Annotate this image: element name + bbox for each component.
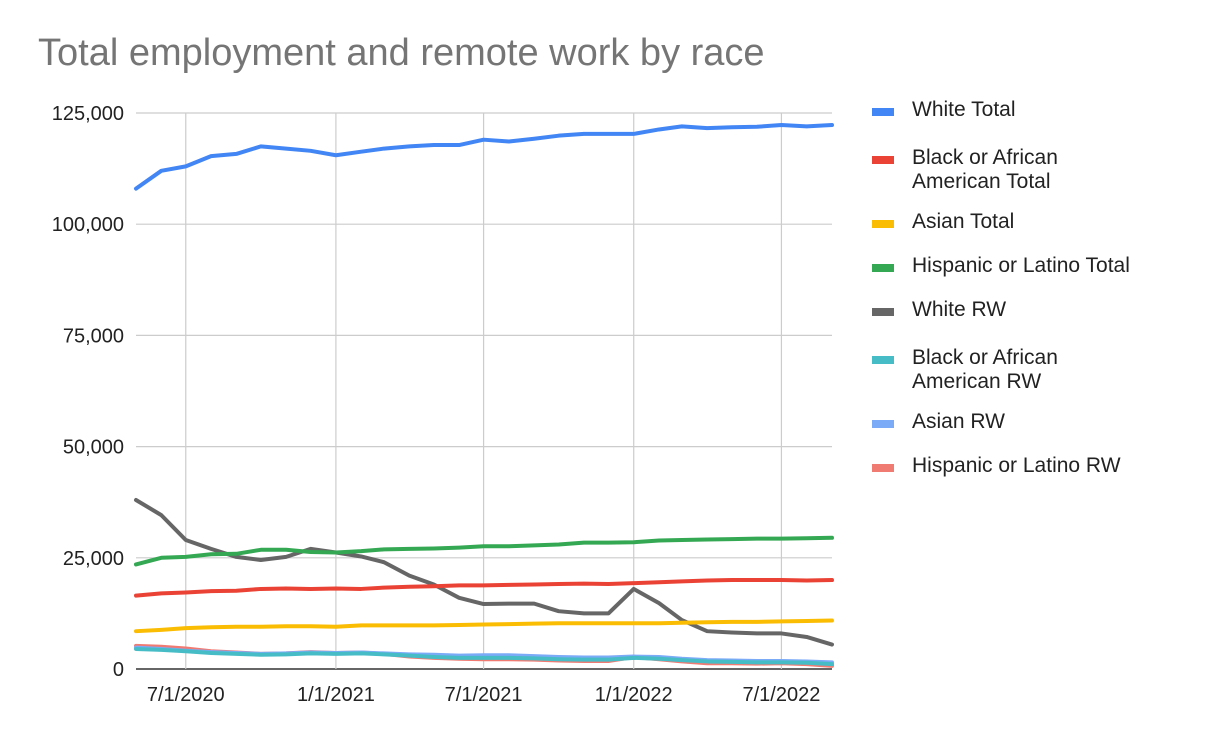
series-line-black-or-african-american-rw	[134, 646, 834, 667]
legend-label: Asian Total	[912, 210, 1015, 233]
x-tick-label: 7/1/2022	[742, 684, 820, 706]
legend-swatch	[872, 308, 894, 316]
y-tick-label: 0	[113, 659, 124, 681]
series-line-white-rw	[134, 497, 834, 647]
legend-item: White RW	[872, 298, 1182, 322]
legend-item: Asian Total	[872, 210, 1182, 234]
y-tick-label: 75,000	[63, 325, 124, 347]
legend-item: Hispanic or Latino RW	[872, 454, 1182, 478]
legend-label: Hispanic or Latino RW	[912, 454, 1121, 477]
legend-label: Black or African American Total	[912, 146, 1058, 193]
series-line-black-or-african-american-total	[134, 578, 834, 598]
y-tick-label: 50,000	[63, 437, 124, 459]
x-tick-label: 7/1/2020	[147, 684, 225, 706]
legend-swatch	[872, 356, 894, 364]
legend-item: Hispanic or Latino Total	[872, 254, 1182, 278]
series-line-white-total	[134, 123, 834, 191]
x-tick-label: 1/1/2021	[297, 684, 375, 706]
legend-item: Asian RW	[872, 410, 1182, 434]
legend-label: Black or African American RW	[912, 346, 1058, 393]
series-line-asian-total	[134, 618, 834, 634]
x-tick-label: 1/1/2022	[595, 684, 673, 706]
legend-swatch	[872, 220, 894, 228]
legend-item: Black or African American RW	[872, 346, 1102, 394]
legend-swatch	[872, 156, 894, 164]
legend-label: White RW	[912, 298, 1007, 321]
chart-title: Total employment and remote work by race	[38, 32, 765, 74]
legend-label: White Total	[912, 98, 1016, 121]
grid-layer	[136, 112, 832, 670]
y-tick-label: 125,000	[52, 103, 124, 125]
legend-swatch	[872, 464, 894, 472]
y-tick-label: 25,000	[63, 548, 124, 570]
legend-swatch	[872, 420, 894, 428]
x-tick-label: 7/1/2021	[445, 684, 523, 706]
legend-label: Asian RW	[912, 410, 1005, 433]
legend-label: Hispanic or Latino Total	[912, 254, 1130, 277]
legend-swatch	[872, 108, 894, 116]
y-tick-label: 100,000	[52, 214, 124, 236]
axis-layer: 0 25,000 50,000 75,000 100,000 125,000 7/1/202…	[52, 103, 821, 706]
series-line-hispanic-or-latino-total	[134, 535, 834, 567]
legend-item: White Total	[872, 98, 1182, 122]
series-layer	[134, 123, 834, 668]
legend-item: Black or African American Total	[872, 146, 1102, 194]
legend-swatch	[872, 264, 894, 272]
